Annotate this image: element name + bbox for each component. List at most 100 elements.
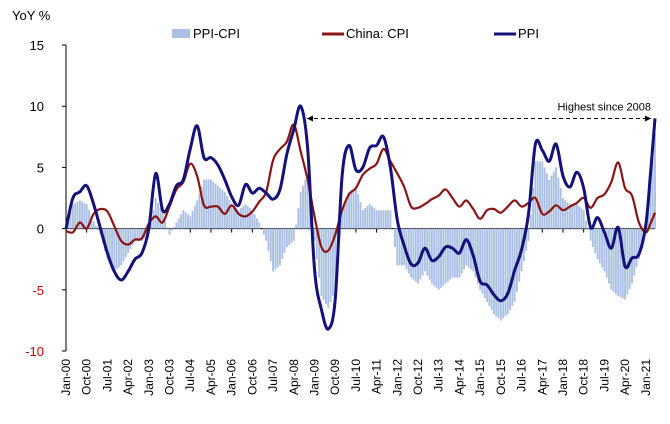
ppi-cpi-bar: [511, 228, 514, 307]
ppi-cpi-bar: [384, 210, 387, 229]
ppi-cpi-bar: [106, 228, 109, 260]
ppi-cpi-bar: [382, 210, 385, 229]
ppi-cpi-bar: [635, 228, 638, 268]
ppi-cpi-bar: [343, 204, 346, 229]
ppi-cpi-bar: [359, 202, 362, 229]
ppi-cpi-bar: [414, 228, 417, 282]
x-tick-label: Apr-11: [370, 359, 384, 394]
ppi-cpi-bar: [306, 173, 309, 229]
ppi-cpi-bar: [654, 133, 656, 229]
ppi-cpi-bar: [322, 228, 325, 300]
ppi-cpi-bar: [474, 228, 477, 278]
ppi-cpi-bar: [189, 216, 192, 229]
ppi-cpi-bar: [283, 228, 286, 254]
ppi-cpi-bar: [299, 191, 302, 229]
ppi-cpi-bar: [265, 228, 268, 241]
ppi-cpi-bar: [557, 177, 560, 229]
ppi-cpi-bar: [341, 210, 344, 229]
ppi-cpi-bar: [493, 228, 495, 315]
ppi-cpi-bar: [571, 204, 574, 229]
ppi-cpi-bar: [396, 228, 399, 266]
x-tick-label: Jul-16: [515, 359, 529, 392]
legend: PPI-CPI China: CPI PPI: [172, 26, 539, 41]
ppi-cpi-bar: [69, 210, 72, 229]
ppi-cpi-bar: [78, 200, 81, 229]
legend-label-cpi: China: CPI: [346, 26, 409, 41]
x-tick-label: Oct-03: [163, 359, 177, 395]
ppi-cpi-bar: [476, 228, 479, 284]
ppi-cpi-bar: [467, 228, 470, 268]
ppi-cpi-bar: [550, 175, 553, 229]
x-tick-label: Jan-00: [59, 359, 73, 396]
ppi-cpi-bar: [212, 181, 215, 229]
ppi-cpi-bar: [256, 218, 258, 229]
ppi-cpi-bar: [566, 202, 569, 229]
ppi-cpi-bar: [424, 228, 426, 272]
ppi-cpi-bar: [596, 228, 599, 260]
ppi-cpi-bar: [497, 228, 500, 319]
ppi-cpi-bar: [327, 228, 330, 309]
ppi-cpi-bar: [246, 206, 249, 229]
annotation-text: Highest since 2008: [557, 101, 651, 113]
x-tick-label: Jul-07: [266, 359, 280, 392]
ppi-cpi-bar: [157, 202, 159, 229]
ppi-cpi-bar: [320, 228, 323, 296]
ppi-cpi-bar: [529, 214, 532, 229]
ppi-cpi-bar: [159, 207, 162, 229]
y-tick-label: -10: [25, 344, 44, 359]
y-tick-label: 15: [30, 38, 44, 53]
ppi-cpi-bar: [131, 228, 134, 245]
ppi-cpi-bar: [175, 222, 178, 229]
ppi-cpi-bar: [325, 228, 327, 305]
ppi-cpi-bar: [568, 204, 571, 229]
x-tick-label: Apr-17: [535, 359, 549, 395]
ppi-cpi-bar: [603, 228, 606, 272]
ppi-cpi-bar: [407, 228, 410, 274]
ppi-cpi-bar: [138, 228, 141, 241]
ppi-cpi-bar: [262, 228, 265, 235]
x-tick-label: Apr-05: [204, 359, 218, 395]
ppi-cpi-bar: [76, 201, 79, 229]
ppi-cpi-bar: [90, 215, 93, 229]
ppi-cpi-bar: [539, 161, 541, 229]
ppi-cpi-bar: [387, 210, 390, 229]
x-tick-label: Jan-21: [639, 359, 653, 396]
x-tick-label: Apr-20: [618, 359, 632, 395]
ppi-cpi-bar: [304, 179, 307, 229]
ppi-cpi-bar: [534, 161, 537, 229]
ppi-cpi-bar: [451, 228, 454, 278]
ppi-cpi-bar: [281, 228, 284, 260]
ppi-cpi-bar: [357, 193, 360, 229]
ppi-cpi-bar: [233, 206, 235, 229]
ppi-cpi-bar: [207, 179, 210, 229]
ppi-cpi-bar: [352, 187, 355, 229]
ppi-cpi-bar: [230, 204, 233, 229]
x-tick-label: Jul-04: [183, 359, 197, 392]
ppi-cpi-bar: [285, 228, 288, 247]
x-tick-label: Oct-12: [411, 359, 425, 395]
ppi-cpi-bar: [447, 228, 449, 282]
ppi-cpi-bar: [253, 214, 256, 229]
ppi-cpi-bar: [527, 228, 530, 241]
ppi-cpi-bar: [200, 186, 203, 229]
ppi-cpi-bar: [373, 208, 376, 229]
ppi-cpi-bar: [525, 228, 528, 252]
ppi-cpi-bar: [371, 206, 373, 229]
ppi-cpi-bar: [440, 228, 442, 288]
ppi-cpi-bar: [239, 208, 242, 229]
ppi-cpi-bar: [136, 228, 139, 241]
ppi-cpi-bar: [276, 228, 279, 268]
ppi-cpi-bar: [111, 228, 113, 268]
ppi-cpi-bar: [649, 179, 652, 229]
ppi-cpi-bar: [168, 228, 171, 235]
ppi-cpi-bar: [184, 212, 187, 229]
ppi-cpi-bar: [589, 228, 592, 241]
ppi-cpi-bar: [313, 228, 316, 241]
ppi-cpi-bar: [506, 228, 509, 315]
ppi-cpi-bar: [543, 167, 546, 229]
ppi-cpi-bar: [465, 228, 468, 266]
ppi-cpi-bar: [545, 173, 548, 229]
ppi-cpi-bar: [318, 228, 321, 278]
y-tick-label: 5: [37, 160, 44, 175]
ppi-cpi-bar: [575, 204, 578, 229]
